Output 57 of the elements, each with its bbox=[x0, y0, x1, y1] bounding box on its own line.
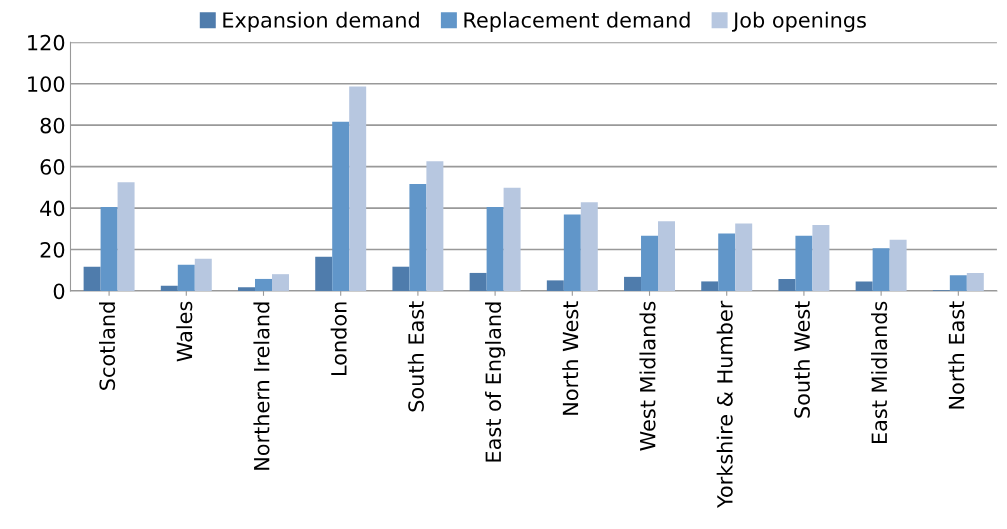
bar bbox=[580, 202, 598, 291]
y-tick-label: 100 bbox=[28, 76, 65, 92]
bar bbox=[778, 278, 796, 291]
bar bbox=[271, 274, 289, 291]
bar bbox=[624, 276, 642, 291]
bar bbox=[469, 272, 487, 291]
bar bbox=[641, 235, 659, 291]
y-tick-label: 20 bbox=[40, 241, 65, 258]
legend-label: Job openings bbox=[732, 11, 866, 32]
bar bbox=[117, 182, 135, 291]
bar bbox=[100, 207, 118, 291]
bar bbox=[409, 184, 427, 291]
x-tick-label: East Midlands bbox=[871, 301, 888, 444]
bar bbox=[949, 275, 967, 291]
bar bbox=[177, 264, 195, 291]
bar bbox=[194, 258, 212, 291]
x-tick-label: Yorkshire & Humber bbox=[716, 300, 733, 509]
bar bbox=[238, 287, 256, 291]
bar bbox=[966, 272, 984, 291]
x-tick-label: London bbox=[330, 302, 347, 375]
bar bbox=[812, 225, 830, 291]
x-tick-label: South West bbox=[793, 301, 810, 418]
bar bbox=[718, 233, 736, 291]
y-tick-label: 120 bbox=[28, 34, 65, 51]
bar bbox=[349, 86, 367, 291]
x-tick-label: Scotland bbox=[99, 302, 116, 390]
bar bbox=[426, 161, 444, 291]
bar bbox=[563, 214, 581, 291]
x-tick-label: North East bbox=[948, 301, 965, 409]
x-tick-label: Northern Ireland bbox=[253, 302, 270, 470]
x-tick-label: West Midlands bbox=[639, 301, 656, 451]
bar bbox=[392, 266, 410, 291]
bar bbox=[503, 187, 521, 291]
y-tick-label: 60 bbox=[40, 159, 65, 175]
y-tick-label: 80 bbox=[40, 117, 65, 134]
bar bbox=[255, 278, 272, 291]
x-tick-label: Wales bbox=[176, 301, 193, 362]
bar bbox=[546, 280, 564, 291]
bar bbox=[795, 235, 813, 291]
bar bbox=[735, 223, 753, 291]
legend-label: Expansion demand bbox=[223, 11, 419, 32]
legend-label: Replacement demand bbox=[464, 11, 690, 32]
y-tick-label: 0 bbox=[53, 283, 65, 300]
bar bbox=[332, 121, 350, 291]
x-tick-label: East of England bbox=[485, 302, 506, 462]
bar bbox=[701, 281, 719, 291]
x-tick-label: South East bbox=[407, 301, 424, 412]
bar bbox=[315, 256, 333, 291]
x-tick-label: North West bbox=[562, 301, 579, 415]
bar bbox=[486, 207, 504, 291]
bar bbox=[889, 239, 907, 291]
bar bbox=[855, 281, 873, 291]
bar bbox=[872, 248, 890, 291]
bar bbox=[160, 285, 178, 291]
bar bbox=[83, 266, 101, 291]
bar bbox=[658, 221, 675, 291]
y-tick-label: 40 bbox=[40, 200, 65, 217]
